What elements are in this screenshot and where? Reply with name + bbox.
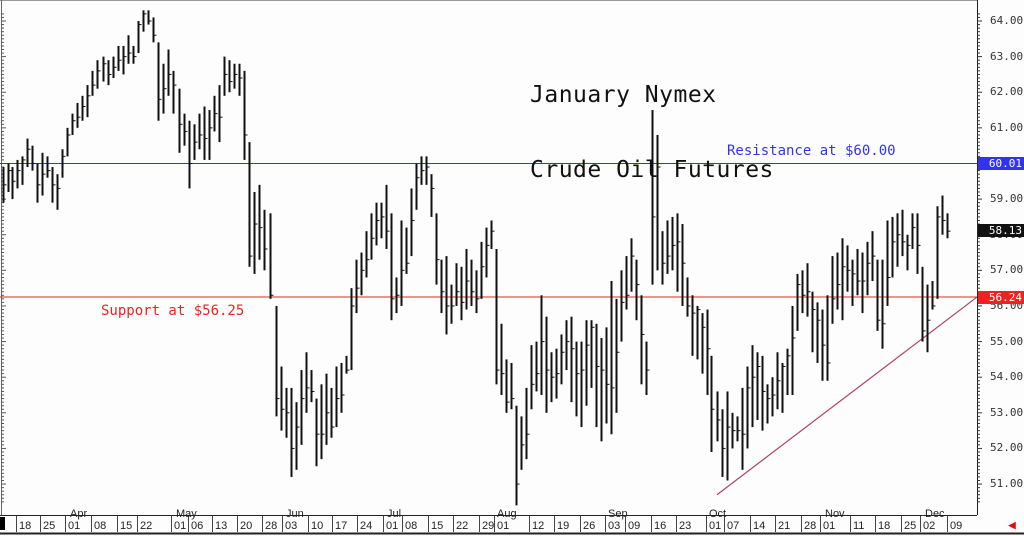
trend-line	[716, 296, 978, 496]
x-day-label: 09	[950, 520, 963, 532]
scroll-handle[interactable]	[0, 517, 5, 530]
chart-title-line2: Crude Oil Futures	[530, 157, 774, 183]
x-day-label: 14	[753, 520, 766, 532]
y-tick-label: 52.00	[990, 441, 1024, 455]
x-day-label: 03	[285, 520, 298, 532]
y-tick-label: 62.00	[990, 85, 1024, 99]
x-day-label: 22	[456, 520, 469, 532]
x-month-label: Dec	[925, 508, 945, 520]
x-day-label: 01	[497, 520, 510, 532]
x-day-label: 09	[628, 520, 641, 532]
x-day-label: 21	[778, 520, 791, 532]
x-day-label: 25	[43, 520, 56, 532]
x-day-label: 25	[904, 520, 917, 532]
x-day-label: 01	[386, 520, 399, 532]
y-tick-label: 51.00	[990, 477, 1024, 491]
x-day-label: 01	[709, 520, 722, 532]
x-day-label: 15	[431, 520, 444, 532]
scroll-left-arrow-icon[interactable]: ◀	[1008, 518, 1016, 533]
chart-title-line1: January Nymex	[530, 82, 717, 108]
x-month-label: Sep	[608, 508, 628, 520]
x-day-label: 26	[583, 520, 596, 532]
x-day-label: 16	[654, 520, 667, 532]
x-day-label: 08	[405, 520, 418, 532]
x-day-label: 10	[311, 520, 324, 532]
x-day-label: 20	[240, 520, 253, 532]
x-day-label: 28	[265, 520, 278, 532]
y-axis-minor-ticks	[977, 13, 982, 503]
y-tick-label: 54.00	[990, 370, 1024, 384]
x-day-label: 23	[679, 520, 692, 532]
x-day-label: 01	[68, 520, 81, 532]
x-day-label: 11	[853, 520, 865, 532]
x-month-label: Aug	[497, 508, 517, 520]
resistance-label: Resistance at $60.00	[727, 143, 896, 159]
support-value-badge: 56.24	[978, 290, 1024, 304]
x-day-label: 29	[482, 520, 495, 532]
y-tick-label: 55.00	[990, 334, 1024, 348]
x-day-label: 19	[557, 520, 570, 532]
x-day-label: 07	[727, 520, 740, 532]
y-tick-label: 64.00	[990, 14, 1024, 27]
x-month-label: Jul	[387, 508, 402, 520]
x-day-label: 17	[335, 520, 348, 532]
support-label: Support at $56.25	[101, 303, 245, 319]
y-tick-label: 53.00	[990, 405, 1024, 419]
x-day-label: 18	[878, 520, 891, 532]
x-day-label: 06	[191, 520, 204, 532]
x-day-label: 24	[360, 520, 373, 532]
x-day-label: 01	[823, 520, 836, 532]
x-axis-ticks	[16, 516, 948, 532]
left-axis-minor-ticks	[1, 13, 6, 503]
x-month-label: May	[176, 508, 197, 520]
ohlc-bars	[2, 10, 951, 506]
x-month-label: Apr	[70, 508, 88, 520]
x-month-label: Jun	[286, 508, 304, 520]
x-day-label: 13	[215, 520, 228, 532]
x-day-label: 15	[120, 520, 133, 532]
x-month-label: Nov	[825, 508, 845, 520]
x-day-label: 22	[140, 520, 153, 532]
x-day-label: 28	[804, 520, 817, 532]
x-month-label: Oct	[709, 508, 727, 520]
y-tick-label: 57.00	[990, 263, 1024, 277]
x-day-label: 08	[94, 520, 107, 532]
x-day-label: 03	[608, 520, 621, 532]
y-tick-label: 63.00	[990, 49, 1024, 63]
x-day-label: 01	[174, 520, 187, 532]
chart-title: January Nymex Crude Oil Futures	[530, 33, 774, 233]
x-day-label: 18	[19, 520, 32, 532]
resistance-value-badge: 60.01	[978, 156, 1024, 170]
x-day-label: 02	[923, 520, 936, 532]
y-tick-label: 59.00	[990, 192, 1024, 206]
last-price-badge: 58.13	[978, 223, 1024, 237]
x-day-label: 12	[532, 520, 545, 532]
y-tick-label: 61.00	[990, 120, 1024, 134]
